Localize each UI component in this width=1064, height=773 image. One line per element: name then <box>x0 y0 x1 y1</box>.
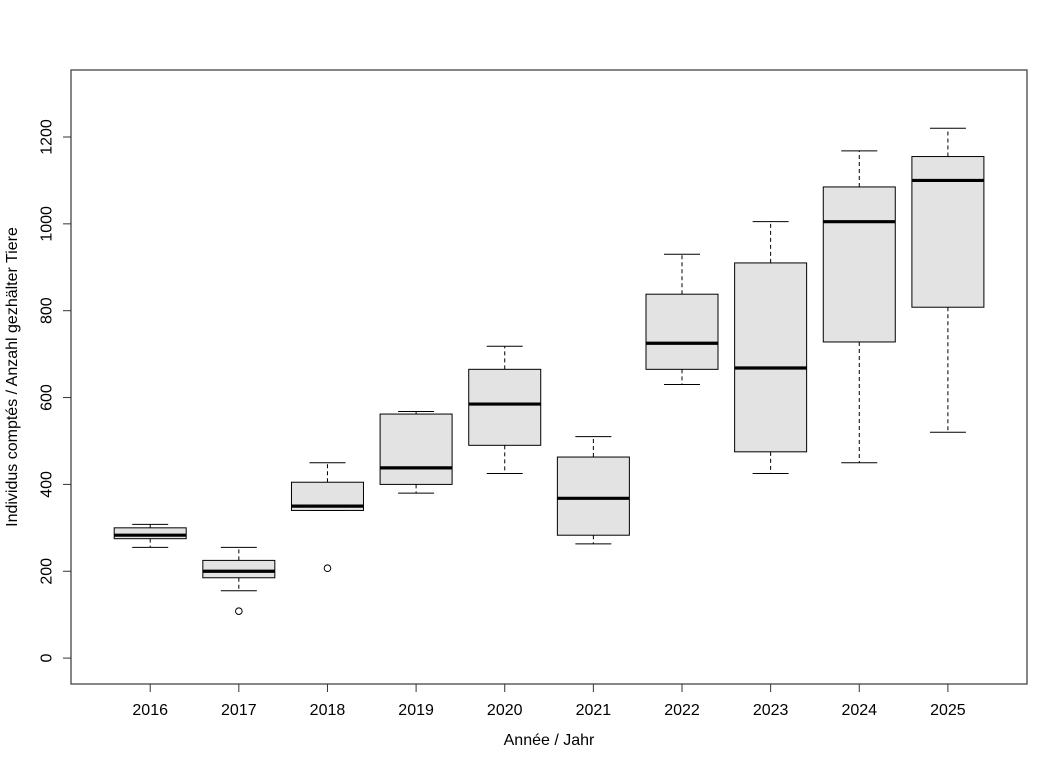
svg-text:2016: 2016 <box>132 702 168 719</box>
svg-text:0: 0 <box>39 654 56 663</box>
svg-text:2025: 2025 <box>930 702 966 719</box>
svg-text:2020: 2020 <box>487 702 523 719</box>
svg-text:400: 400 <box>39 471 56 498</box>
svg-text:200: 200 <box>39 558 56 585</box>
svg-text:600: 600 <box>39 384 56 411</box>
svg-text:Individus comptés / Anzahl gez: Individus comptés / Anzahl gezhälter Tie… <box>4 227 21 527</box>
svg-text:2017: 2017 <box>221 702 257 719</box>
svg-text:Année / Jahr: Année / Jahr <box>504 732 595 749</box>
svg-text:1200: 1200 <box>39 119 56 155</box>
svg-text:2018: 2018 <box>310 702 346 719</box>
svg-text:2019: 2019 <box>398 702 434 719</box>
svg-text:2021: 2021 <box>576 702 612 719</box>
svg-text:2024: 2024 <box>841 702 877 719</box>
svg-text:1000: 1000 <box>39 206 56 242</box>
svg-text:800: 800 <box>39 297 56 324</box>
svg-text:2022: 2022 <box>664 702 700 719</box>
svg-text:2023: 2023 <box>753 702 789 719</box>
